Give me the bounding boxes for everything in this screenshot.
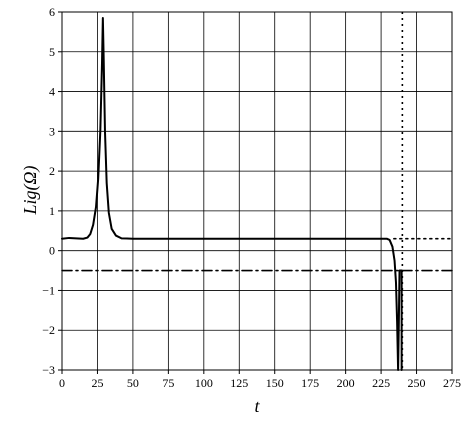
x-axis-title: t: [254, 396, 260, 416]
y-tick-label-5: 1: [49, 204, 55, 218]
x-tick-label-6: 150: [266, 376, 284, 390]
grid: [62, 12, 452, 370]
y-axis-title: Lig(Ω): [20, 165, 41, 215]
y-tick-label-2: 4: [49, 85, 55, 99]
y-tick-label-8: −2: [42, 323, 55, 337]
y-tick-label-1: 5: [49, 45, 55, 59]
x-tick-label-11: 275: [443, 376, 461, 390]
axes: [58, 11, 453, 374]
y-tick-label-4: 2: [49, 164, 55, 178]
x-tick-label-8: 200: [337, 376, 355, 390]
y-tick-label-3: 3: [49, 124, 55, 138]
x-tick-label-4: 100: [195, 376, 213, 390]
x-tick-label-10: 250: [408, 376, 426, 390]
x-tick-label-0: 0: [59, 376, 65, 390]
x-tick-label-1: 25: [91, 376, 103, 390]
series-line-0: [61, 16, 403, 371]
y-tick-label-6: 0: [49, 244, 55, 258]
y-tick-label-0: 6: [49, 5, 55, 19]
y-tick-label-9: −3: [42, 363, 55, 377]
y-tick-label-7: −1: [42, 283, 55, 297]
tick-labels: 0 25 50 75 100 125 150 175 200 225 250 275 6 5 4 3 2 1 0 −1…: [42, 5, 461, 390]
plot-frame: [61, 11, 453, 371]
x-tick-label-7: 175: [301, 376, 319, 390]
series-group: [61, 12, 453, 371]
x-tick-label-9: 225: [372, 376, 390, 390]
x-tick-label-3: 75: [162, 376, 174, 390]
x-tick-label-5: 125: [230, 376, 248, 390]
x-tick-label-2: 50: [127, 376, 139, 390]
